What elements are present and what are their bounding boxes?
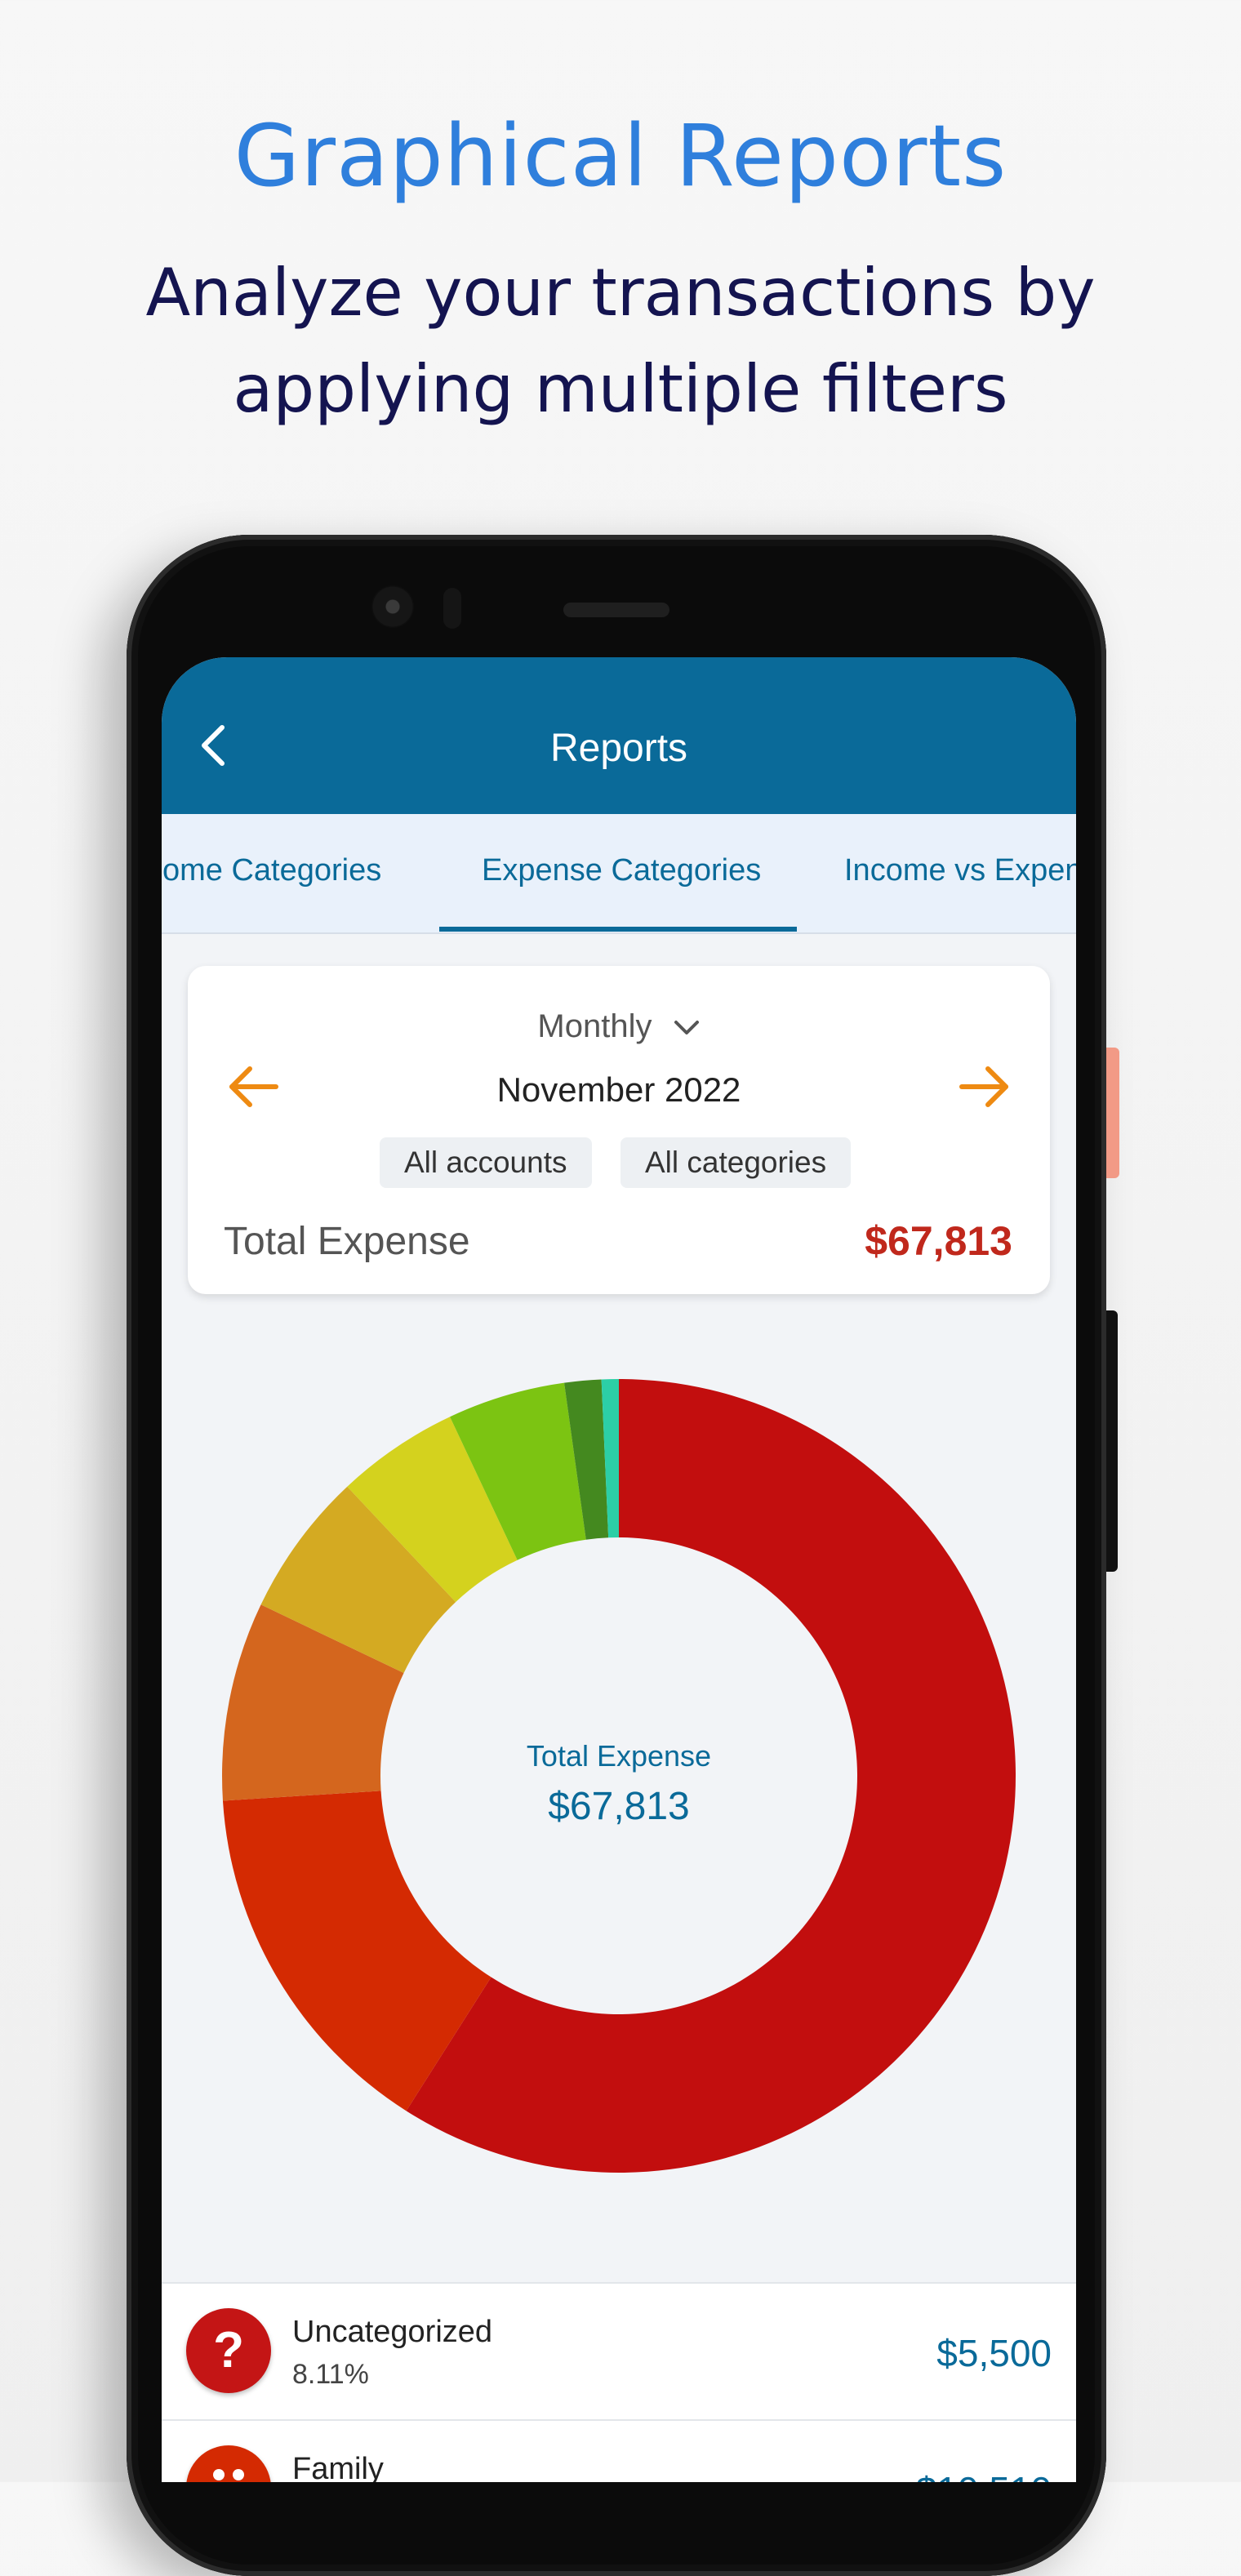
period-dropdown[interactable]: Monthly (188, 1008, 1050, 1045)
category-percent: 8.11% (292, 2359, 369, 2390)
list-item[interactable]: ? Uncategorized 8.11% $5,500 (162, 2282, 1076, 2419)
donut-slice-1[interactable] (222, 1791, 492, 2111)
phone-power-button (1106, 1048, 1119, 1178)
promo-subtitle-line1: Analyze your transactions by (145, 255, 1096, 331)
donut-center-value: $67,813 (548, 1785, 690, 1828)
sensor-icon (443, 588, 461, 629)
back-button[interactable] (196, 721, 232, 770)
category-name: Family (292, 2452, 384, 2482)
total-expense-label: Total Expense (224, 1220, 470, 1263)
total-expense-value: $67,813 (865, 1218, 1012, 1264)
donut-slice-4[interactable] (347, 1417, 518, 1603)
donut-slice-3[interactable] (260, 1486, 456, 1674)
tab-expense-categories[interactable]: Expense Categories (482, 853, 762, 888)
next-period-button[interactable] (955, 1062, 1012, 1111)
filter-card: Monthly November 2022 All accounts All c… (188, 966, 1050, 1294)
category-amount: $5,500 (936, 2332, 1052, 2374)
tab-income-vs-expense[interactable]: Income vs Expen (844, 853, 1076, 888)
donut-slice-6[interactable] (564, 1379, 609, 1540)
categories-filter-chip[interactable]: All categories (620, 1137, 852, 1188)
donut-center-label: Total Expense (526, 1739, 712, 1773)
camera-icon (371, 585, 414, 628)
donut-slice-5[interactable] (450, 1382, 586, 1560)
question-mark-icon: ? (186, 2308, 271, 2393)
accounts-filter-chip[interactable]: All accounts (380, 1137, 592, 1188)
chevron-down-icon (674, 1021, 699, 1035)
family-icon (186, 2445, 271, 2482)
promo-title: Graphical Reports (234, 106, 1007, 206)
arrow-left-icon (229, 1066, 278, 1107)
arrow-right-icon (959, 1066, 1008, 1107)
category-list: ? Uncategorized 8.11% $5,500 Family $10,… (162, 2282, 1076, 2482)
previous-period-button[interactable] (225, 1062, 282, 1111)
report-tabs: come Categories Expense Categories Incom… (162, 814, 1076, 934)
list-item[interactable]: Family $10,510 (162, 2419, 1076, 2482)
donut-slice-2[interactable] (222, 1604, 404, 1801)
category-name: Uncategorized (292, 2315, 493, 2349)
chevron-left-icon (202, 725, 225, 766)
expense-donut-chart (222, 1379, 1016, 2173)
donut-slice-7[interactable] (601, 1379, 619, 1538)
app-screen: Reports come Categories Expense Categori… (162, 657, 1076, 2482)
promo-subtitle-line2: applying multiple filters (233, 351, 1008, 427)
promo-subtitle: Analyze your transactions by applying mu… (0, 245, 1241, 438)
active-tab-indicator (439, 927, 797, 932)
phone-volume-button (1106, 1310, 1118, 1572)
donut-slice-0[interactable] (406, 1379, 1016, 2173)
page-title: Reports (549, 727, 688, 770)
app-bar: Reports (162, 657, 1076, 814)
selected-month: November 2022 (496, 1070, 741, 1109)
period-label: Monthly (537, 1008, 652, 1044)
tab-income-categories[interactable]: come Categories (162, 853, 382, 888)
category-amount: $10,510 (916, 2468, 1052, 2482)
speaker-grille (563, 603, 669, 617)
